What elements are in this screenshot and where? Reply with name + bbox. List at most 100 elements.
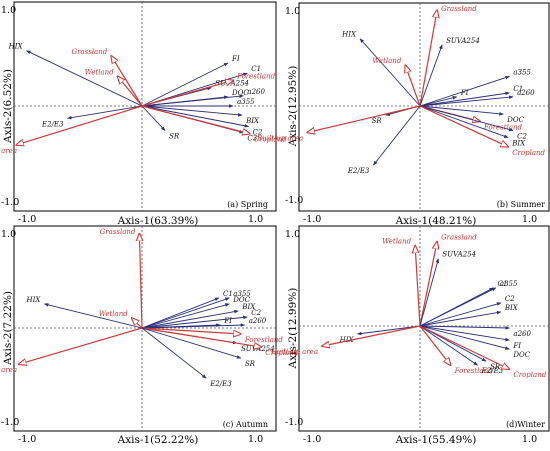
vector-cropland — [141, 327, 261, 347]
vector-label: a355 — [237, 98, 255, 106]
vector-label: C2 — [517, 133, 527, 141]
vector-bix — [419, 310, 502, 327]
panel-b-xlabel: Axis-1(48.21%) — [395, 215, 477, 227]
vector-grassland — [419, 242, 437, 327]
panel-c-ylabel: Axis-2(7.22%) — [2, 291, 14, 366]
vector-e2-e3 — [373, 105, 421, 166]
vector-label: BIX — [245, 117, 260, 125]
vector-label: Wetland — [85, 68, 115, 76]
vector-sr — [141, 105, 166, 131]
vector-label: a260 — [249, 317, 267, 325]
vector-label: Grassland — [71, 48, 107, 56]
vector-a260 — [419, 95, 514, 107]
vector-a260 — [141, 323, 246, 329]
panel-d-xlabel: Axis-1(55.49%) — [395, 434, 477, 446]
vector-c1 — [141, 297, 220, 329]
vector-bix — [141, 105, 243, 117]
vector-label: SR — [245, 360, 256, 368]
panel-d-ylabel: Axis-2(12.99%) — [287, 288, 299, 370]
vector-grassland — [419, 10, 437, 107]
vector-label: DOC — [512, 351, 530, 359]
panel-d-xtick-right: 1.0 — [522, 434, 537, 445]
vector-doc — [419, 105, 504, 116]
vector-label: C3 — [247, 135, 257, 143]
vector-label: C1 — [498, 280, 508, 288]
vector-label: a355 — [233, 290, 251, 298]
vector-label: Built-up area — [271, 348, 318, 356]
vector-label: Cropland — [254, 136, 287, 144]
panel-a: HIXE2/E3FIC1SUVA254DOCa260a355BIXSRC2C3G… — [0, 1, 287, 227]
vector-label: Wetland — [382, 238, 412, 246]
vector-forestland — [141, 80, 233, 107]
vector-label: a355 — [513, 68, 531, 76]
panel-d-label: (d)Winter — [506, 420, 545, 429]
vector-forestland — [419, 325, 451, 365]
vector-label: HIX — [8, 43, 24, 51]
panel-d-ytick-bottom: -1.0 — [285, 417, 303, 428]
vector-label: SUVA254 — [442, 251, 476, 259]
vector-label: BIX — [241, 303, 256, 311]
vector-fi — [419, 96, 458, 107]
vector-hix — [43, 303, 143, 329]
panel-a-xlabel: Axis-1(63.39%) — [117, 215, 199, 227]
vector-label: BIX — [504, 304, 519, 312]
vector-cropland — [419, 105, 508, 147]
vector-doc — [419, 325, 510, 350]
vector-label: BIX — [511, 140, 526, 148]
vector-cropland — [141, 105, 250, 134]
vector-label: C2 — [251, 309, 261, 317]
vector-label: E2/E3 — [209, 380, 232, 388]
vector-c2 — [419, 105, 514, 132]
vector-label: Forestland — [454, 367, 494, 375]
panel-a-ytick-top: 1.0 — [1, 5, 16, 16]
vector-label: Grassland — [100, 228, 136, 236]
vector-fi — [141, 62, 229, 107]
vector-forestland — [141, 327, 241, 334]
panel-a-label: (a) Spring — [227, 200, 268, 209]
vector-label: Built-up area — [256, 135, 303, 143]
vector-label: DOC — [231, 89, 249, 97]
vector-label: SR — [169, 133, 180, 141]
vector-e2-e3 — [419, 325, 478, 366]
vector-bix — [419, 105, 509, 139]
vector-label: DOC — [506, 116, 524, 124]
vector-label: C1 — [251, 65, 261, 73]
panel-a-xtick-right: 1.0 — [248, 214, 263, 225]
vector-hix — [26, 50, 143, 107]
vector-label: HIX — [339, 336, 355, 344]
vector-label: C1 — [223, 290, 233, 298]
panel-a-vectors: HIXE2/E3FIC1SUVA254DOCa260a355BIXSRC2C3G… — [0, 43, 287, 155]
vector-label: Forestland — [244, 336, 284, 344]
vector-sr — [141, 327, 242, 359]
vector-label: FI — [460, 89, 469, 97]
vector-label: C1 — [513, 85, 523, 93]
vector-doc — [141, 303, 230, 329]
vector-label: FI — [223, 317, 232, 325]
vector-c1 — [419, 91, 510, 107]
vector-wetland — [415, 246, 421, 327]
vector-suva254 — [419, 258, 440, 327]
vector-label: a260 — [247, 88, 265, 96]
vector-label: E2/E3 — [347, 167, 370, 175]
vector-c2 — [141, 105, 250, 128]
panel-b-label: (b) Summer — [497, 200, 545, 209]
panel-b-ytick-top: 1.0 — [285, 6, 300, 17]
vector-e2-e3 — [141, 327, 207, 379]
vector-label: Cropland — [513, 371, 546, 379]
vector-label: a260 — [513, 330, 531, 338]
vector-label: C2 — [505, 295, 515, 303]
vector-e2-e3 — [67, 105, 143, 120]
vector-cropland — [419, 325, 509, 369]
vector-built-up-area — [322, 325, 421, 346]
panel-a-xtick-left: -1.0 — [18, 214, 36, 225]
vector-hix — [359, 38, 421, 107]
vector-label: SUVA254 — [446, 37, 480, 45]
vector-label: FI — [512, 342, 521, 350]
